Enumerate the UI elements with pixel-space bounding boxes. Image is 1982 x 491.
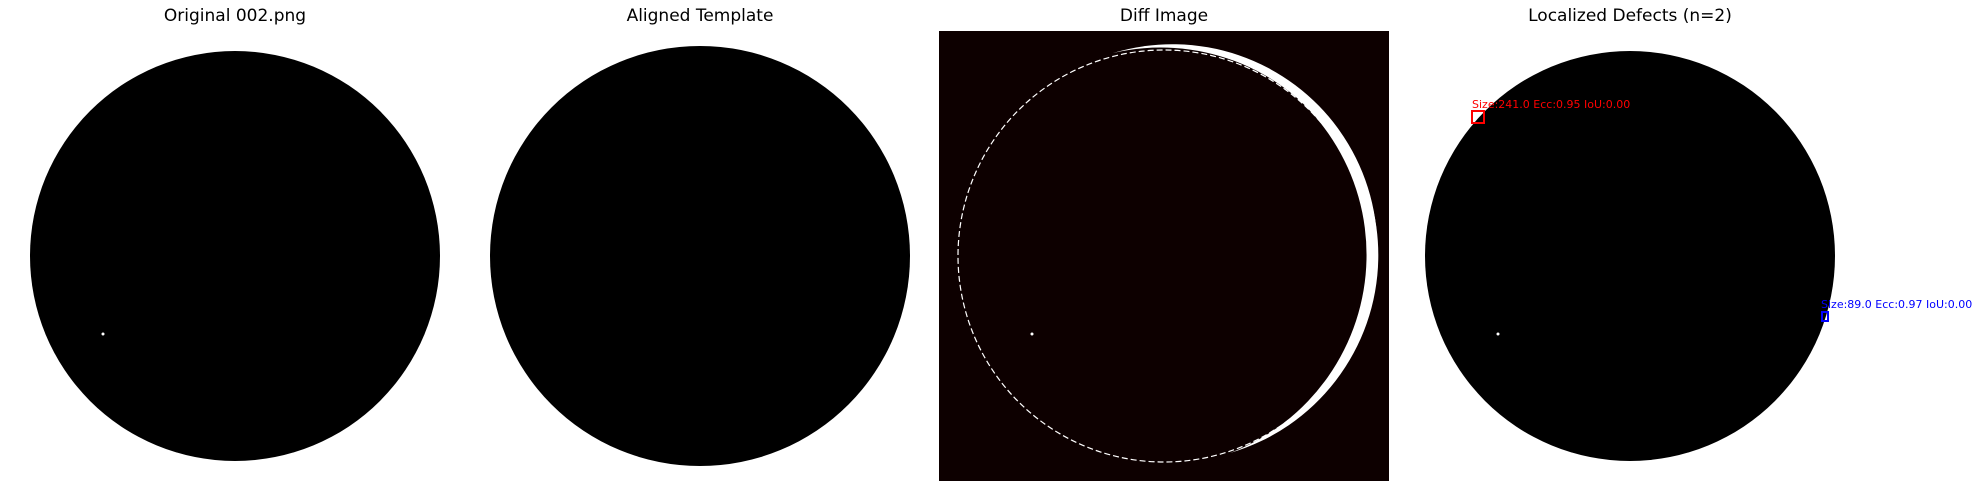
- aligned-template-image: [490, 46, 910, 466]
- defect-box-2: [1821, 311, 1829, 322]
- defect-label-2: Size:89.0 Ecc:0.97 IoU:0.00: [1821, 298, 1972, 311]
- localized-defects-image: Size:241.0 Ecc:0.95 IoU:0.00 Size:89.0 E…: [1425, 51, 1972, 461]
- panel-aligned-template: Aligned Template: [465, 0, 935, 491]
- panel-title-aligned-template: Aligned Template: [626, 6, 774, 26]
- panel-title-localized-defects: Localized Defects (n=2): [1528, 6, 1732, 26]
- panel-original: Original 002.png: [0, 0, 470, 491]
- defects-disk: [1425, 51, 1835, 461]
- diff-speck: [1030, 332, 1034, 336]
- panel-title-diff: Diff Image: [1119, 6, 1209, 26]
- panel-localized-defects: Localized Defects (n=2) Size:241.0 Ecc:0…: [1395, 0, 1982, 491]
- panel-diff: Diff Image: [938, 0, 1390, 491]
- diff-background: [939, 31, 1389, 481]
- template-disk: [490, 46, 910, 466]
- defect-box-1: [1471, 110, 1485, 124]
- defect-label-1: Size:241.0 Ecc:0.95 IoU:0.00: [1472, 98, 1630, 111]
- defects-speck: [1496, 332, 1500, 336]
- original-image: [30, 51, 440, 461]
- panel-title-original: Original 002.png: [163, 6, 307, 26]
- original-disk: [30, 51, 440, 461]
- diff-image: [939, 31, 1389, 481]
- original-speck: [101, 332, 105, 336]
